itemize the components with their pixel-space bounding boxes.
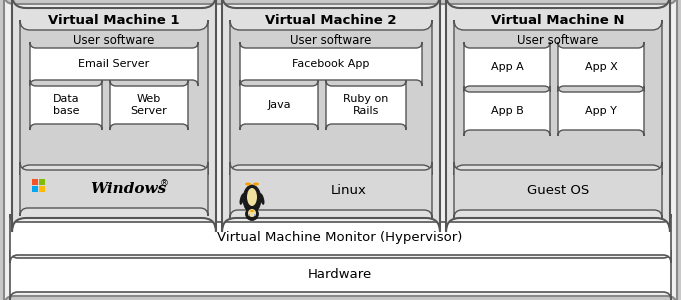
FancyBboxPatch shape	[240, 80, 318, 130]
Ellipse shape	[249, 214, 250, 215]
Text: App Y: App Y	[585, 106, 617, 116]
Bar	[32, 186, 38, 192]
Ellipse shape	[250, 210, 254, 212]
Ellipse shape	[259, 193, 264, 205]
FancyBboxPatch shape	[326, 80, 406, 130]
Bar	[39, 186, 45, 192]
Ellipse shape	[248, 209, 256, 217]
FancyBboxPatch shape	[30, 42, 198, 86]
FancyBboxPatch shape	[20, 162, 208, 216]
FancyBboxPatch shape	[110, 80, 188, 130]
Bar	[39, 179, 45, 185]
Text: Virtual Machine 2: Virtual Machine 2	[266, 14, 397, 28]
Ellipse shape	[240, 193, 244, 205]
Text: Guest OS: Guest OS	[527, 184, 589, 196]
Text: Facebook App: Facebook App	[292, 59, 370, 69]
FancyBboxPatch shape	[454, 20, 662, 175]
Text: User software: User software	[518, 34, 599, 46]
FancyBboxPatch shape	[20, 20, 208, 175]
FancyBboxPatch shape	[230, 20, 432, 175]
Text: Web
Server: Web Server	[131, 94, 168, 116]
FancyBboxPatch shape	[230, 162, 432, 218]
Text: Linux: Linux	[331, 184, 367, 196]
Text: App X: App X	[584, 62, 618, 72]
Ellipse shape	[253, 214, 255, 216]
Text: Data
base: Data base	[52, 94, 79, 116]
Bar	[32, 179, 38, 185]
Text: App A: App A	[490, 62, 524, 72]
FancyBboxPatch shape	[222, 0, 440, 232]
Ellipse shape	[245, 208, 259, 220]
FancyBboxPatch shape	[464, 42, 550, 92]
Ellipse shape	[253, 182, 259, 185]
FancyBboxPatch shape	[454, 162, 662, 218]
FancyBboxPatch shape	[240, 42, 422, 86]
Text: Ruby on
Rails: Ruby on Rails	[343, 94, 389, 116]
FancyBboxPatch shape	[10, 250, 671, 300]
FancyBboxPatch shape	[464, 86, 550, 136]
FancyBboxPatch shape	[446, 0, 670, 232]
Text: App B: App B	[490, 106, 524, 116]
Text: User software: User software	[74, 34, 155, 46]
Text: ®: ®	[159, 179, 168, 188]
Ellipse shape	[245, 182, 251, 185]
Ellipse shape	[249, 214, 251, 216]
Text: Java: Java	[267, 100, 291, 110]
Text: Virtual Machine 1: Virtual Machine 1	[48, 14, 180, 28]
Text: Hardware: Hardware	[308, 268, 372, 281]
FancyBboxPatch shape	[12, 0, 216, 232]
Text: User software: User software	[290, 34, 372, 46]
Text: Windows: Windows	[90, 182, 166, 196]
Ellipse shape	[243, 185, 261, 213]
FancyBboxPatch shape	[10, 214, 671, 263]
Ellipse shape	[254, 214, 255, 215]
FancyBboxPatch shape	[4, 0, 677, 300]
FancyBboxPatch shape	[30, 80, 102, 130]
Text: Virtual Machine N: Virtual Machine N	[491, 14, 624, 28]
Text: Email Server: Email Server	[78, 59, 150, 69]
Text: Virtual Machine Monitor (Hypervisor): Virtual Machine Monitor (Hypervisor)	[217, 232, 462, 244]
Ellipse shape	[247, 188, 257, 206]
FancyBboxPatch shape	[558, 42, 644, 92]
FancyBboxPatch shape	[558, 86, 644, 136]
